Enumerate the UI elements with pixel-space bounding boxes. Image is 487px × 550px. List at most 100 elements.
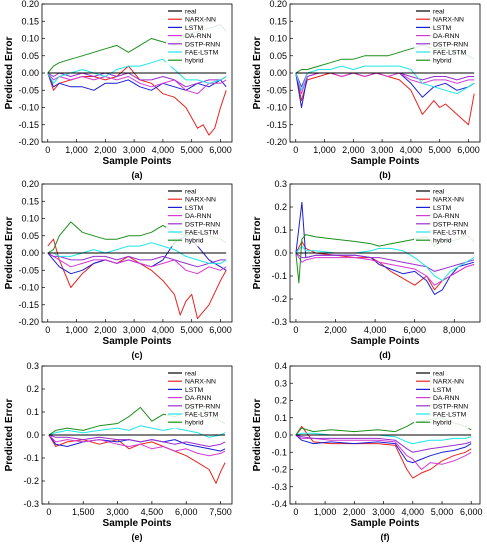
y-tick-label: 0.2: [274, 202, 287, 212]
y-tick-label: -0.15: [18, 300, 39, 310]
series-group: [47, 221, 227, 320]
y-tick-label: 0.00: [269, 68, 287, 78]
x-tick-label: 6,000: [175, 507, 198, 517]
x-tick-label: 1,000: [314, 507, 337, 517]
y-tick-label: -0.1: [271, 271, 287, 281]
x-tick-label: 6,000: [403, 325, 426, 335]
y-tick-label: 0.4: [274, 361, 287, 371]
legend-entry: hybrid: [185, 58, 204, 65]
x-tick-label: 4,000: [402, 507, 425, 517]
y-tick-label: 0.05: [269, 51, 287, 61]
x-axis-label: Sample Points: [351, 518, 420, 529]
x-tick-label: 4,000: [152, 325, 175, 335]
legend-entry: DSTP-RNN: [433, 221, 468, 228]
y-tick-label: -0.4: [271, 499, 287, 509]
y-tick-label: -0.20: [18, 317, 39, 327]
x-axis-label: Sample Points: [103, 518, 172, 529]
series-group: [295, 201, 475, 295]
legend-entry: hybrid: [433, 58, 452, 65]
chart-panel-5: -0.3 -0.2 -0.1 0.0 0.1 0.2 0.3 0 1,500 3,000 4,500…: [4, 361, 233, 542]
series-line-dstp-rnn: [295, 434, 472, 453]
legend-entry: hybrid: [433, 238, 452, 245]
series-group: [295, 44, 475, 126]
series-line-dstp-rnn: [47, 252, 227, 268]
legend-entry: DSTP-RNN: [185, 221, 220, 228]
legend-entry: real: [185, 9, 197, 16]
legend-entry: FAE-LSTM: [433, 230, 467, 237]
y-tick-label: 0.3: [274, 378, 287, 388]
x-axis-label: Sample Points: [351, 156, 420, 167]
chart-panel-4: -0.3 -0.2 -0.1 0.0 0.1 0.2 0.3 0 2,000 4,000 6,000…: [252, 179, 481, 360]
y-tick-label: -0.2: [23, 476, 39, 486]
x-tick-label: 0: [293, 145, 298, 155]
legend-entry: DA-RNN: [433, 395, 460, 402]
x-tick-label: 1,500: [72, 507, 95, 517]
x-tick-label: 6,000: [209, 145, 232, 155]
x-tick-label: 1,000: [65, 145, 88, 155]
x-tick-label: 4,000: [400, 145, 423, 155]
x-tick-label: 0: [45, 145, 50, 155]
y-tick-label: 0.2: [26, 384, 39, 394]
legend-entry: FAE-LSTM: [433, 412, 467, 419]
y-tick-label: 0.15: [21, 16, 39, 26]
legend-entry: hybrid: [185, 238, 204, 245]
x-tick-label: 6,000: [209, 325, 232, 335]
y-axis-label: Predicted Error: [4, 398, 15, 471]
y-axis-label: Predicted Error: [252, 398, 263, 471]
panel-caption: (d): [379, 350, 391, 360]
y-axis-label: Predicted Error: [252, 216, 263, 289]
x-tick-label: 5,000: [180, 325, 203, 335]
series-line-fae-lstm: [47, 58, 227, 84]
legend-entry: NARX-NN: [433, 197, 464, 204]
legend-entry: LSTM: [433, 387, 451, 394]
x-tick-label: 0: [293, 507, 298, 517]
legend-entry: DA-RNN: [433, 33, 460, 40]
y-tick-label: -0.10: [18, 283, 39, 293]
x-tick-label: 5,000: [431, 507, 454, 517]
legend-entry: real: [185, 371, 197, 378]
legend-entry: DSTP-RNN: [185, 41, 220, 48]
panel-caption: (b): [379, 170, 391, 180]
panel-caption: (f): [381, 532, 390, 542]
y-tick-label: -0.1: [23, 453, 39, 463]
x-tick-label: 0: [293, 325, 298, 335]
y-tick-label: 0.0: [26, 430, 39, 440]
y-tick-label: 0.10: [21, 34, 39, 44]
x-tick-label: 2,000: [324, 325, 347, 335]
series-line-da-rnn: [295, 72, 475, 95]
y-tick-label: 0.1: [274, 225, 287, 235]
y-tick-label: 0.1: [274, 413, 287, 423]
panel-caption: (e): [132, 532, 143, 542]
legend-entry: LSTM: [185, 205, 203, 212]
y-tick-label: 0.15: [21, 196, 39, 206]
y-tick-label: -0.05: [18, 265, 39, 275]
chart-panel-6: -0.4 -0.3 -0.2 -0.1 0.0 0.1 0.2 0.3 0.4 0 1,000 2,0…: [252, 361, 482, 542]
y-tick-label: 0.3: [26, 361, 39, 371]
legend-entry: FAE-LSTM: [185, 412, 219, 419]
x-tick-label: 3,000: [372, 507, 395, 517]
series-line-lstm: [295, 434, 472, 464]
series-line-narx-nn: [48, 434, 226, 484]
legend-entry: NARX-NN: [185, 197, 216, 204]
legend-entry: DSTP-RNN: [433, 41, 468, 48]
x-tick-label: 3,000: [371, 145, 394, 155]
series-line-narx-nn: [295, 425, 472, 479]
series-line-fae-lstm: [295, 432, 472, 445]
y-tick-label: -0.3: [23, 499, 39, 509]
legend-entry: LSTM: [433, 205, 451, 212]
legend-entry: NARX-NN: [433, 379, 464, 386]
legend-entry: real: [433, 9, 445, 16]
x-tick-label: 2,000: [343, 507, 366, 517]
x-tick-label: 6,000: [460, 507, 483, 517]
x-tick-label: 6,000: [457, 145, 480, 155]
y-tick-label: 0.2: [274, 396, 287, 406]
legend-entry: real: [433, 371, 445, 378]
y-tick-label: 0.0: [274, 430, 287, 440]
x-tick-label: 4,000: [364, 325, 387, 335]
y-tick-label: -0.2: [271, 465, 287, 475]
chart-panel-2: -0.20 -0.15 -0.10 -0.05 0.00 0.05 0.10 0.15 0.20…: [252, 0, 481, 180]
